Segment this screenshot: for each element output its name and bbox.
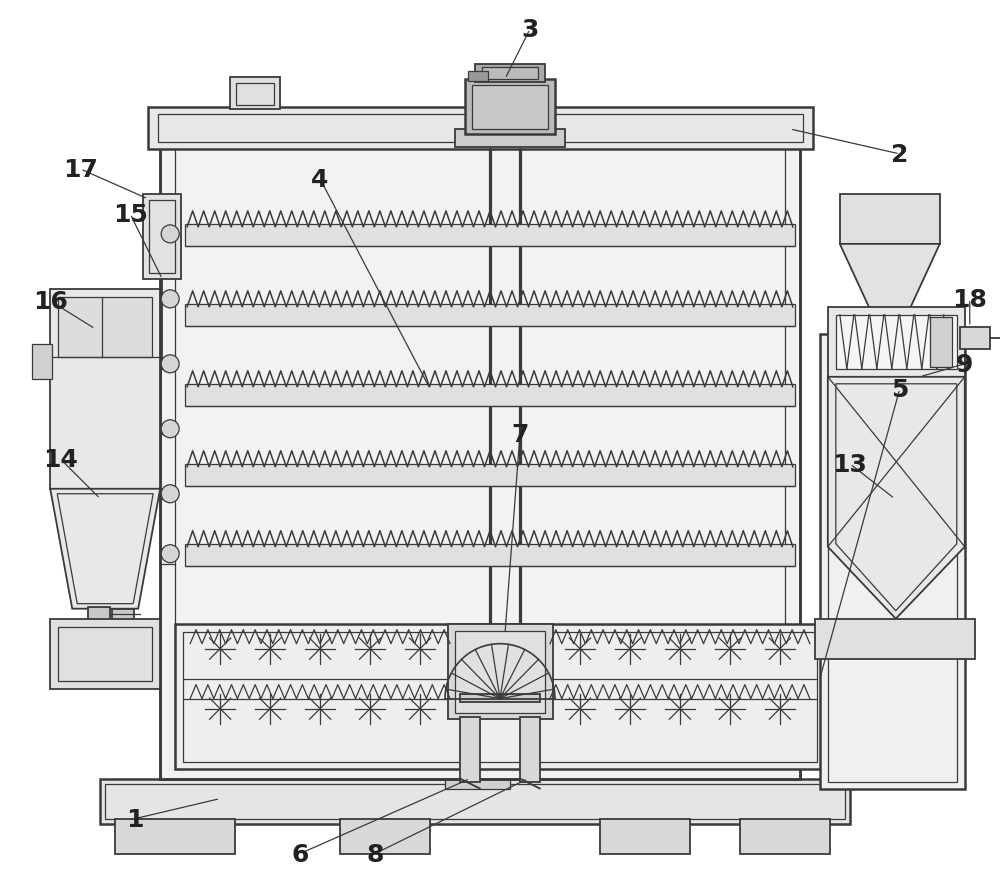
Bar — [600, 819, 690, 853]
Bar — [740, 819, 830, 853]
Bar — [143, 195, 181, 280]
Text: 2: 2 — [891, 143, 908, 167]
Text: 15: 15 — [113, 202, 148, 227]
Bar — [88, 607, 110, 622]
Bar — [185, 384, 795, 407]
Text: 16: 16 — [33, 289, 68, 314]
Bar — [828, 342, 957, 782]
Polygon shape — [840, 244, 940, 309]
Bar — [445, 777, 510, 789]
Bar — [448, 624, 553, 719]
Text: 5: 5 — [891, 377, 908, 401]
Bar — [175, 135, 785, 769]
Polygon shape — [828, 377, 965, 619]
Bar — [149, 201, 175, 274]
Bar — [105, 784, 845, 819]
Bar — [160, 120, 800, 779]
Bar — [115, 819, 235, 853]
Bar — [960, 328, 990, 349]
Text: 9: 9 — [956, 353, 973, 376]
Bar — [340, 819, 430, 853]
Circle shape — [161, 421, 179, 438]
Text: 6: 6 — [291, 841, 309, 866]
Bar — [828, 308, 965, 377]
Bar — [100, 779, 850, 824]
Bar — [836, 315, 957, 369]
Circle shape — [161, 226, 179, 243]
Text: 17: 17 — [63, 158, 98, 182]
Bar — [185, 224, 795, 247]
Bar — [185, 544, 795, 566]
Bar — [468, 72, 488, 82]
Text: 18: 18 — [952, 288, 987, 311]
Text: 1: 1 — [126, 806, 144, 831]
Text: 8: 8 — [366, 841, 384, 866]
Bar — [185, 304, 795, 327]
Bar — [465, 80, 555, 135]
Bar — [460, 717, 480, 782]
Polygon shape — [50, 489, 160, 609]
Bar — [460, 693, 540, 702]
Bar — [475, 65, 545, 83]
Bar — [175, 624, 825, 769]
Bar — [815, 619, 975, 659]
Text: 14: 14 — [43, 448, 78, 471]
Bar — [148, 108, 813, 149]
Bar — [930, 317, 952, 368]
Bar — [183, 632, 817, 762]
Bar — [472, 86, 548, 129]
Circle shape — [161, 290, 179, 308]
Bar — [50, 619, 160, 689]
Circle shape — [161, 355, 179, 374]
Text: 3: 3 — [521, 18, 539, 42]
Bar — [455, 631, 545, 713]
Bar — [32, 344, 52, 380]
Bar — [112, 609, 134, 621]
Bar — [58, 627, 152, 681]
Text: 4: 4 — [311, 168, 329, 192]
Bar — [58, 297, 152, 357]
Bar — [482, 68, 538, 80]
Bar — [230, 78, 280, 109]
Bar — [455, 129, 565, 148]
Polygon shape — [840, 195, 940, 244]
Bar — [520, 717, 540, 782]
Text: 13: 13 — [832, 452, 867, 476]
Bar — [50, 289, 160, 489]
Bar — [185, 464, 795, 486]
Circle shape — [161, 485, 179, 503]
Bar — [820, 335, 965, 789]
Bar — [158, 115, 803, 143]
Circle shape — [161, 545, 179, 563]
Bar — [236, 84, 274, 106]
Text: 7: 7 — [511, 422, 529, 447]
